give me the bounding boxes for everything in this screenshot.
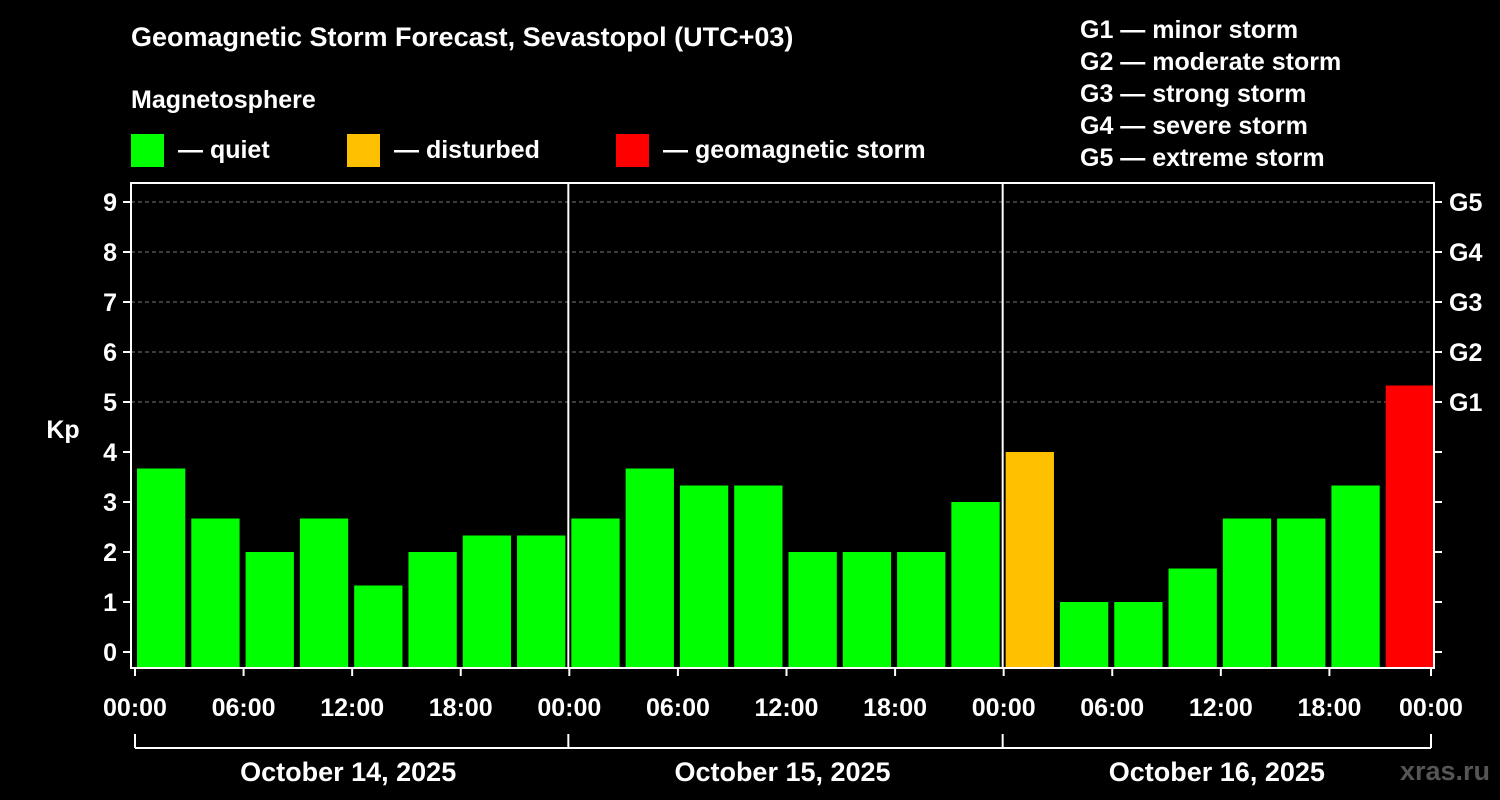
x-tick-label: 18:00 (863, 694, 927, 722)
y-tick-label: 1 (103, 589, 117, 617)
magnetosphere-label: Magnetosphere (131, 86, 316, 114)
legend-swatch-storm (616, 133, 649, 167)
bar-quiet (1059, 602, 1109, 668)
x-tick-label: 12:00 (320, 694, 384, 722)
g-scale-label: G5 (1449, 189, 1482, 217)
bar-quiet (842, 552, 892, 668)
bar-quiet (1114, 602, 1163, 668)
bar-quiet (679, 485, 729, 668)
day-label: October 14, 2025 (240, 757, 456, 787)
bar-quiet (408, 552, 457, 668)
g-scale-label: G4 (1449, 239, 1482, 267)
bar-quiet (354, 585, 403, 668)
y-tick-label: 2 (103, 539, 117, 567)
y-tick-label: 4 (103, 439, 117, 467)
y-tick-label: 9 (103, 189, 117, 217)
g-scale-label: G3 (1449, 289, 1482, 317)
x-tick-label: 12:00 (1189, 694, 1253, 722)
y-tick-label: 7 (103, 289, 117, 317)
storm-scale-g3: G3 — strong storm (1080, 80, 1307, 108)
x-tick-label: 00:00 (537, 694, 601, 722)
g-scale-label: G1 (1449, 389, 1482, 417)
legend-swatch-disturbed (347, 133, 380, 167)
legend-item-disturbed: — disturbed (347, 133, 540, 167)
bar-quiet (299, 518, 349, 668)
watermark: xras.ru (1399, 756, 1490, 786)
day-label: October 16, 2025 (1109, 757, 1325, 787)
bar-quiet (1277, 518, 1326, 668)
plot-frame (130, 182, 1435, 669)
bar-quiet (788, 552, 837, 668)
y-tick-label: 6 (103, 339, 117, 367)
storm-scale-g5: G5 — extreme storm (1080, 144, 1325, 172)
legend-label-storm: — geomagnetic storm (663, 135, 926, 164)
y-axis-label: Kp (46, 416, 79, 444)
bar-quiet (1168, 568, 1217, 668)
storm-scale-legend: G1 — minor storm G2 — moderate storm G3 … (1080, 14, 1341, 174)
y-tick-label: 3 (103, 489, 117, 517)
bar-quiet (517, 535, 566, 668)
x-tick-label: 00:00 (972, 694, 1036, 722)
y-tick-label: 0 (103, 639, 117, 667)
day-label: October 15, 2025 (674, 757, 890, 787)
bar-quiet (1331, 485, 1380, 668)
bar-quiet (462, 535, 512, 668)
bar-quiet (625, 468, 674, 668)
bar-storm (1385, 385, 1434, 668)
bar-quiet (897, 552, 946, 668)
legend-label-disturbed: — disturbed (394, 135, 540, 164)
bar-quiet (137, 468, 186, 668)
x-tick-label: 00:00 (1399, 694, 1463, 722)
y-tick-label: 8 (103, 239, 117, 267)
bar-quiet (1222, 518, 1272, 668)
g-scale-label: G2 (1449, 339, 1482, 367)
x-tick-label: 18:00 (429, 694, 493, 722)
legend-item-storm: — geomagnetic storm (616, 133, 926, 167)
x-tick-label: 06:00 (646, 694, 710, 722)
legend-swatch-quiet (131, 133, 164, 167)
storm-scale-g4: G4 — severe storm (1080, 112, 1308, 140)
bar-disturbed (1005, 452, 1054, 668)
storm-scale-g1: G1 — minor storm (1080, 16, 1299, 44)
x-tick-label: 18:00 (1297, 694, 1361, 722)
legend-label-quiet: — quiet (178, 135, 270, 164)
bar-quiet (951, 502, 1000, 668)
y-tick-label: 5 (103, 389, 117, 417)
bar-quiet (245, 552, 294, 668)
bar-quiet (734, 485, 783, 668)
chart-title: Geomagnetic Storm Forecast, Sevastopol (… (131, 22, 794, 52)
bar-quiet (191, 518, 240, 668)
x-tick-label: 06:00 (212, 694, 276, 722)
x-tick-label: 12:00 (755, 694, 819, 722)
bar-quiet (571, 518, 620, 668)
storm-scale-g2: G2 — moderate storm (1080, 48, 1342, 76)
legend-item-quiet: — quiet (131, 133, 270, 167)
x-tick-label: 00:00 (103, 694, 167, 722)
x-tick-label: 06:00 (1080, 694, 1144, 722)
